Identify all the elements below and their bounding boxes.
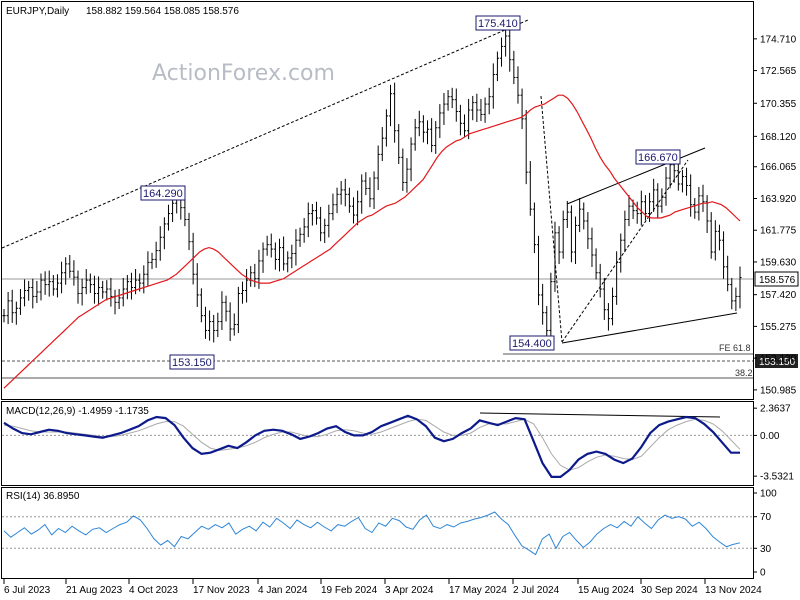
macd-signal-line [3,418,741,471]
upper-channel-line [566,147,706,205]
callout-166670: 166.670 [635,149,681,165]
x-axis: 6 Jul 2023 21 Aug 2023 4 Oct 2023 17 Nov 20… [3,579,762,596]
rsi-tick-label: 100 [760,489,777,500]
x-tick-label: 15 Aug 2024 [578,585,635,596]
price-tick-label: 166.065 [760,162,797,173]
rsi-tick-label: 30 [760,544,772,555]
rsi-panel [1,487,754,579]
x-tick-label: 19 Feb 2024 [321,585,378,596]
fib-38-label: 38.2 [735,368,753,378]
symbol-label: EURJPY,Daily [6,6,69,17]
level-153150-text: 153.150 [759,357,796,368]
rsi-y-axis: 100 70 30 0 [753,489,777,579]
callout-175410: 175.410 [475,15,521,31]
macd-tick-label: 2.3637 [760,404,791,415]
rsi-tick-label: 70 [760,512,772,523]
x-tick-label: 4 Jan 2024 [258,585,308,596]
fe-61-label: FE 61.8 [719,343,751,353]
moving-average-line [3,94,741,389]
macd-tick-label: -3.5321 [760,472,794,483]
x-tick-label: 4 Oct 2023 [129,585,178,596]
x-tick-label: 6 Jul 2023 [4,585,51,596]
price-tick-label: 159.630 [760,257,797,268]
x-tick-label: 3 Apr 2024 [385,585,434,596]
callout-153150: 153.150 [169,354,215,370]
callout-164290: 164.290 [140,185,186,201]
ohlc-label: 158.882 159.564 158.085 158.576 [86,6,239,17]
lower-channel-line [561,312,738,344]
macd-series-group [2,414,753,478]
x-tick-label: 17 May 2024 [449,585,507,596]
price-tick-label: 153.130 [760,354,797,365]
rising-channel-dashed [1,19,529,249]
macd-resistance-line [479,412,721,418]
callout-154400: 154.400 [509,335,555,351]
price-tick-label: 161.775 [760,226,797,237]
x-tick-label: 30 Sep 2024 [641,585,698,596]
price-tick-label: 155.275 [760,322,797,333]
price-series-group [2,24,742,389]
rsi-tick-label: 0 [760,568,766,579]
x-tick-label: 2 Jul 2024 [513,585,560,596]
watermark: ActionForex.com [152,61,335,86]
price-tick-label: 174.710 [760,34,797,45]
price-y-axis: 174.710 172.565 170.355 168.120 166.065 163.9… [753,34,797,396]
macd-tick-label: 0.00 [760,431,780,442]
price-tick-label: 163.920 [760,194,797,205]
x-tick-label: 21 Aug 2023 [66,585,123,596]
price-tick-label: 170.355 [760,99,797,110]
callout-175410-text: 175.410 [478,18,518,30]
callout-166670-text: 166.670 [638,152,678,164]
callout-164290-text: 164.290 [143,188,183,200]
x-tick-label: 13 Nov 2024 [705,585,762,596]
price-panel [1,1,754,400]
price-tick-label: 168.120 [760,132,797,143]
price-tick-label: 172.565 [760,66,797,77]
macd-line [3,414,740,478]
rsi-label: RSI(14) 36.8950 [6,491,80,502]
decline-dashed [540,95,563,343]
price-tick-label: 150.985 [760,385,797,396]
level-153150-box: 153.150 [755,354,798,368]
rsi-line [3,511,741,556]
macd-y-axis: 2.3637 0.00 -3.5321 [753,404,794,483]
x-tick-label: 17 Nov 2023 [193,585,250,596]
callout-154400-text: 154.400 [512,338,552,350]
price-tick-label: 157.420 [760,290,797,301]
macd-label: MACD(12,26,9) -1.4959 -1.1735 [6,406,149,417]
current-price-box: 158.576 [754,271,799,287]
callout-153150-text: 153.150 [172,357,212,369]
rsi-series-group [2,511,753,556]
current-price-text: 158.576 [759,275,796,286]
